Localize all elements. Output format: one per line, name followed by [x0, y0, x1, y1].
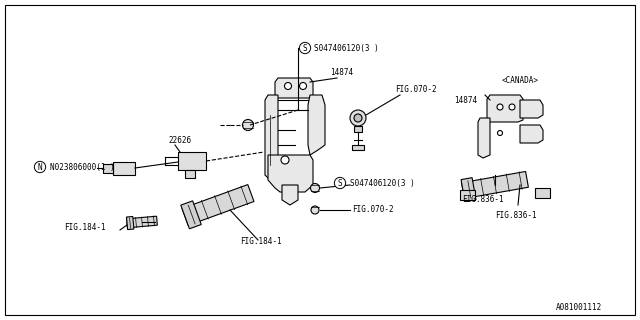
Circle shape — [354, 114, 362, 122]
Polygon shape — [127, 217, 134, 229]
Circle shape — [311, 206, 319, 214]
Polygon shape — [181, 201, 201, 229]
Polygon shape — [520, 100, 543, 118]
Circle shape — [350, 110, 366, 126]
Polygon shape — [127, 216, 157, 228]
Circle shape — [509, 104, 515, 110]
Text: FIG.184-1: FIG.184-1 — [240, 237, 282, 246]
Polygon shape — [308, 95, 325, 155]
Circle shape — [497, 131, 502, 135]
Text: 22626: 22626 — [168, 135, 191, 145]
Polygon shape — [282, 185, 298, 205]
Polygon shape — [461, 178, 476, 202]
Bar — [352, 145, 364, 150]
Text: A081001112: A081001112 — [556, 303, 602, 313]
Text: FIG.184-1: FIG.184-1 — [64, 223, 106, 233]
Text: FIG.070-2: FIG.070-2 — [352, 205, 394, 214]
Circle shape — [497, 104, 503, 110]
Text: FIG.070-2: FIG.070-2 — [395, 84, 436, 93]
Bar — [354, 126, 362, 132]
Bar — [460, 190, 475, 200]
Text: FIG.836-1: FIG.836-1 — [462, 196, 504, 204]
Bar — [178, 152, 206, 170]
Polygon shape — [520, 125, 543, 143]
Polygon shape — [487, 95, 523, 122]
Polygon shape — [478, 118, 490, 158]
Text: N: N — [38, 163, 42, 172]
Polygon shape — [265, 95, 278, 180]
Text: FIG.836-1: FIG.836-1 — [495, 211, 536, 220]
Polygon shape — [268, 155, 313, 192]
Circle shape — [300, 83, 307, 90]
Text: 14874: 14874 — [330, 68, 353, 76]
Bar — [535, 188, 550, 198]
Text: S047406120(3 ): S047406120(3 ) — [314, 44, 379, 52]
Circle shape — [243, 119, 253, 131]
Polygon shape — [182, 185, 254, 225]
Circle shape — [310, 183, 319, 193]
Text: <CANADA>: <CANADA> — [502, 76, 538, 84]
Text: S047406120(3 ): S047406120(3 ) — [350, 179, 415, 188]
Text: N023806000(1 ): N023806000(1 ) — [50, 163, 115, 172]
Polygon shape — [461, 172, 529, 198]
Text: S: S — [303, 44, 307, 52]
Text: S: S — [338, 179, 342, 188]
Bar — [103, 164, 113, 173]
Polygon shape — [275, 78, 313, 98]
Circle shape — [281, 156, 289, 164]
Text: 14874: 14874 — [454, 95, 477, 105]
Bar — [113, 162, 135, 175]
Circle shape — [285, 83, 291, 90]
Bar — [185, 170, 195, 178]
